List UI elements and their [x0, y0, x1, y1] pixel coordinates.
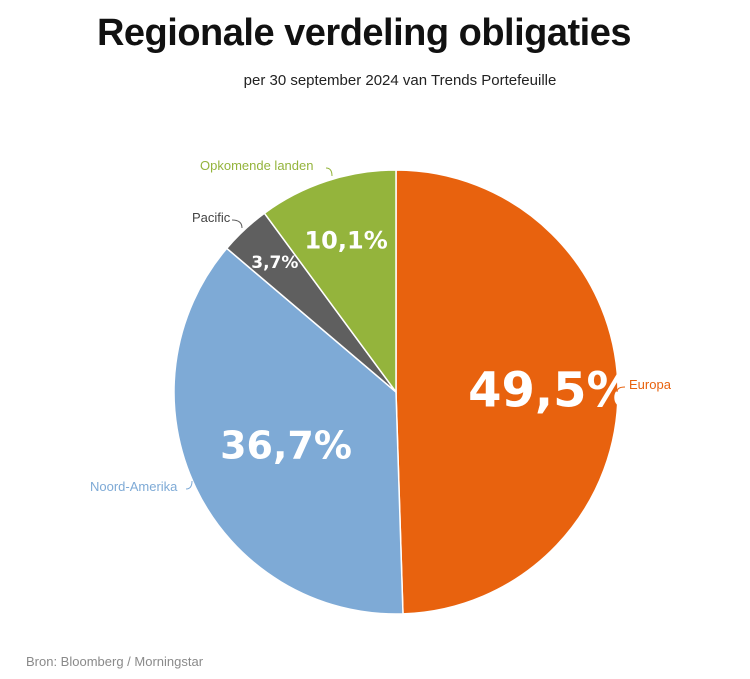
source-note: Bron: Bloomberg / Morningstar [26, 654, 204, 669]
slice-category-label: Europa [629, 377, 672, 392]
slice-value-label: 49,5% [468, 362, 635, 418]
slice-value-label: 10,1% [304, 227, 387, 255]
slice-value-label: 3,7% [251, 253, 298, 273]
leader-line [616, 386, 626, 393]
slice-category-label: Pacific [192, 210, 231, 225]
chart-subtitle: per 30 september 2024 van Trends Portefe… [243, 72, 557, 89]
pie-slice-noord-amerika [173, 247, 404, 615]
slice-category-label: Opkomende landen [200, 158, 313, 173]
slice-value-label: 36,7% [220, 423, 352, 467]
leader-line [325, 167, 333, 177]
chart-title: Regionale verdeling obligaties [96, 12, 632, 54]
pie-slice-opkomende-landen [263, 169, 397, 395]
slice-category-label: Noord-Amerika [90, 479, 178, 494]
leader-line [185, 480, 193, 490]
leader-line [231, 219, 243, 229]
